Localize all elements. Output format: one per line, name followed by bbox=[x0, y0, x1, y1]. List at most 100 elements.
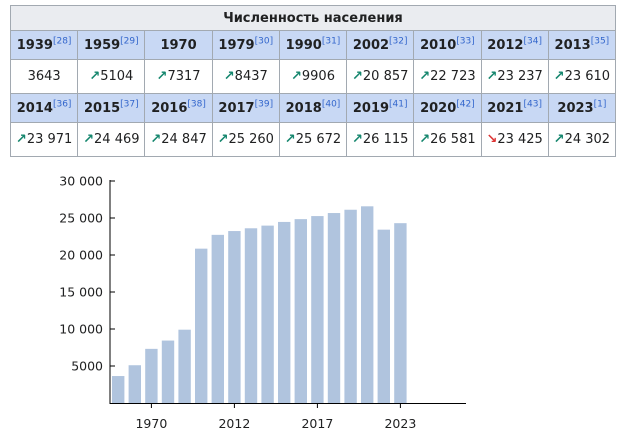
population-value: 26 581 bbox=[430, 132, 476, 147]
year-header: 1970 bbox=[144, 30, 213, 60]
reference-link[interactable]: [38] bbox=[187, 99, 206, 110]
reference-link[interactable]: [33] bbox=[456, 36, 475, 47]
reference-link[interactable]: [32] bbox=[389, 36, 408, 47]
bar-1979 bbox=[161, 340, 175, 403]
reference-link[interactable]: [30] bbox=[254, 36, 274, 47]
population-value-cell: ↗25 672 bbox=[278, 122, 348, 157]
population-value-cell: ↗9906 bbox=[278, 59, 348, 94]
x-tick-label: 1970 bbox=[135, 416, 167, 431]
population-value-cell: ↗24 469 bbox=[77, 122, 146, 157]
bar-2017 bbox=[311, 216, 324, 403]
year-label: 1990 bbox=[285, 37, 322, 53]
bar-1970 bbox=[145, 348, 158, 403]
reference-link[interactable]: [35] bbox=[590, 36, 610, 47]
year-row: 1939[28] 1959[29] 1970 1979[30] 1990[31] 2002… bbox=[9, 30, 617, 60]
year-header: 2013[35] bbox=[547, 30, 617, 60]
x-tick-label: 2017 bbox=[301, 416, 333, 431]
population-value-cell: ↗5104 bbox=[77, 59, 146, 94]
bar-2014 bbox=[261, 225, 274, 403]
trend-up-icon: ↗ bbox=[156, 69, 168, 84]
bar-2018 bbox=[327, 213, 341, 403]
population-table: Численность населения 1939[28] 1959[29] 19… bbox=[9, 5, 617, 157]
population-value-cell: ↗20 857 bbox=[346, 59, 415, 94]
year-label: 2002 bbox=[352, 37, 390, 53]
reference-link[interactable]: [29] bbox=[120, 36, 139, 47]
y-tick-label: 25 000 bbox=[59, 211, 103, 226]
bar-1939 bbox=[112, 376, 125, 403]
population-value: 23 425 bbox=[497, 132, 543, 147]
year-header: 1990[31] bbox=[278, 30, 348, 60]
population-value: 3643 bbox=[27, 69, 61, 84]
reference-link[interactable]: [36] bbox=[52, 99, 72, 110]
year-row: 2014[36] 2015[37] 2016[38] 2017[39] 2018[40]… bbox=[9, 93, 617, 123]
trend-up-icon: ↗ bbox=[290, 69, 302, 84]
trend-up-icon: ↗ bbox=[150, 132, 162, 147]
year-label: 2010 bbox=[420, 37, 457, 53]
population-value-cell: ↗22 723 bbox=[413, 59, 482, 94]
population-value-cell: ↗26 581 bbox=[413, 122, 482, 157]
population-value: 24 847 bbox=[161, 132, 207, 147]
population-value-cell: ↗23 237 bbox=[480, 59, 549, 94]
reference-link[interactable]: [42] bbox=[456, 99, 475, 110]
population-value-cell: ↗8437 bbox=[211, 59, 280, 94]
population-value: 25 260 bbox=[228, 132, 274, 147]
year-header: 2010[33] bbox=[413, 30, 482, 60]
year-header: 1979[30] bbox=[211, 30, 280, 60]
reference-link[interactable]: [37] bbox=[120, 99, 139, 110]
bar-2012 bbox=[228, 231, 241, 403]
year-header: 2019[41] bbox=[346, 93, 415, 123]
year-label: 2012 bbox=[487, 37, 524, 53]
x-tick-label: 2012 bbox=[218, 416, 250, 431]
year-label: 2020 bbox=[420, 100, 457, 116]
reference-link[interactable]: [39] bbox=[254, 99, 274, 110]
population-value-cell: ↗23 610 bbox=[547, 59, 617, 94]
population-value: 9906 bbox=[301, 69, 335, 84]
bar-2013 bbox=[244, 228, 258, 403]
y-tick-label: 20 000 bbox=[59, 248, 103, 263]
bar-2019 bbox=[344, 209, 357, 403]
trend-up-icon: ↗ bbox=[223, 69, 235, 84]
bar-1990 bbox=[178, 329, 191, 403]
reference-link[interactable]: [31] bbox=[321, 36, 341, 47]
trend-up-icon: ↗ bbox=[89, 69, 101, 84]
reference-link[interactable]: [34] bbox=[523, 36, 542, 47]
bar-2021 bbox=[377, 229, 390, 403]
year-header: 2020[42] bbox=[413, 93, 482, 123]
population-value: 23 971 bbox=[26, 132, 73, 147]
population-value: 23 610 bbox=[564, 69, 611, 84]
reference-link[interactable]: [40] bbox=[321, 99, 341, 110]
bar-2015 bbox=[278, 221, 291, 403]
reference-link[interactable]: [28] bbox=[52, 36, 72, 47]
trend-up-icon: ↗ bbox=[284, 132, 296, 147]
bar-2016 bbox=[294, 219, 307, 403]
trend-up-icon: ↗ bbox=[419, 132, 431, 147]
reference-link[interactable]: [43] bbox=[523, 99, 542, 110]
bar-2020 bbox=[361, 206, 374, 403]
population-value-cell: ↘23 425 bbox=[480, 122, 549, 157]
y-tick-label: 10 000 bbox=[59, 322, 103, 337]
trend-up-icon: ↗ bbox=[352, 132, 363, 147]
population-value-cell: 3643 bbox=[9, 59, 79, 94]
population-value: 8437 bbox=[234, 69, 268, 84]
y-tick-label: 15 000 bbox=[59, 285, 103, 300]
year-label: 2013 bbox=[554, 37, 591, 53]
year-header: 2015[37] bbox=[77, 93, 146, 123]
year-label: 1979 bbox=[218, 37, 255, 53]
year-header: 2012[34] bbox=[480, 30, 549, 60]
reference-link[interactable]: [41] bbox=[389, 99, 408, 110]
year-header: 2021[43] bbox=[480, 93, 549, 123]
y-tick-label: 30 000 bbox=[59, 174, 103, 189]
y-tick-label: 5000 bbox=[71, 359, 103, 374]
year-header: 1939[28] bbox=[9, 30, 79, 60]
trend-up-icon: ↗ bbox=[486, 69, 498, 84]
year-header: 2018[40] bbox=[278, 93, 348, 123]
year-label: 1959 bbox=[83, 37, 121, 53]
reference-link[interactable]: [1] bbox=[593, 99, 607, 110]
year-label: 2019 bbox=[352, 100, 390, 116]
value-row: 3643 ↗5104 ↗7317 ↗8437 ↗9906 ↗20 857 ↗22 723 ↗2… bbox=[9, 59, 617, 94]
trend-up-icon: ↗ bbox=[217, 132, 229, 147]
bar-1959 bbox=[128, 365, 141, 403]
population-value-cell: ↗24 302 bbox=[547, 122, 617, 157]
population-value-cell: ↗26 115 bbox=[346, 122, 415, 157]
population-value: 25 672 bbox=[295, 132, 342, 147]
